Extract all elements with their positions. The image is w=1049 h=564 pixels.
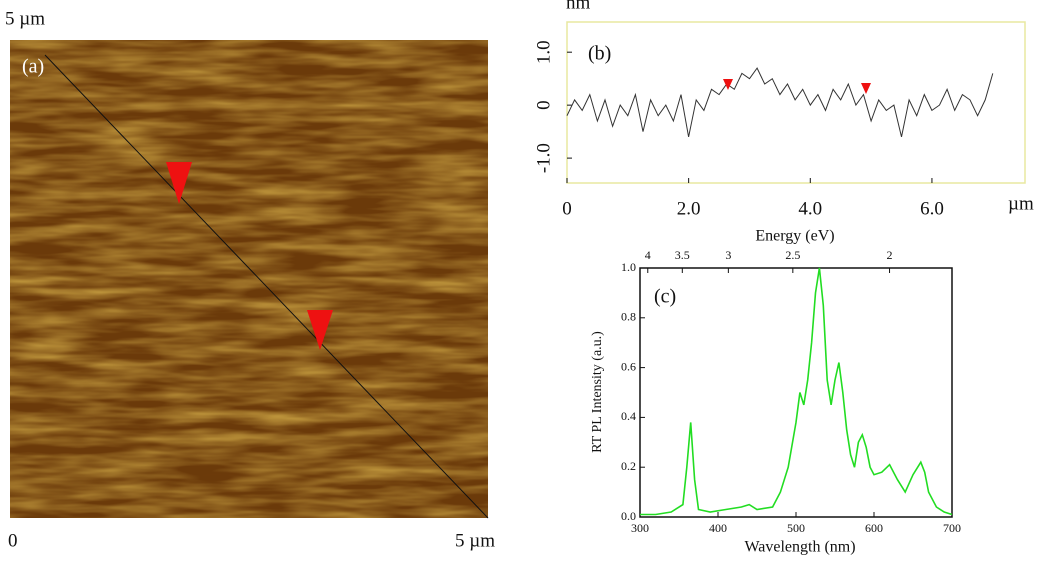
x-tick-label: 500 [787,521,805,535]
x-tick-label: 2.0 [677,198,701,219]
y-tick-label: 0.4 [621,409,636,423]
marker [166,162,192,204]
marker [307,310,333,350]
origin-label: 0 [8,530,18,551]
x2-tick-label: 3 [725,248,731,262]
scale-label: 5 µm [5,8,45,29]
data-line [640,267,953,516]
y-tick-label: 1.0 [533,40,554,64]
panel-b: 0 2.0 4.0 6.0 1.0 0 -1.0 (b) nm µm [533,0,1034,219]
panel-label: (a) [22,56,44,78]
x2-tick-label: 4 [645,248,651,262]
plot-frame [639,267,953,518]
x-tick-label: 6.0 [920,198,944,219]
x-tick-label: 0 [562,198,572,219]
marker [723,79,733,90]
y-tick-label: 0.6 [621,359,636,373]
x2-tick-label: 3.5 [675,248,690,262]
x-tick-label: 300 [631,521,649,535]
afm-texture [10,40,488,518]
x2-axis-label: Energy (eV) [755,228,834,245]
x-tick-label: 600 [865,521,883,535]
x-tick-label: 700 [943,521,961,535]
y-tick-label: 0.0 [621,509,636,523]
y-axis-label: RT PL Intensity (a.u.) [590,331,605,453]
x-axis-label: µm [1008,193,1034,214]
y-tick-label: 1.0 [621,260,636,274]
marker [861,83,871,94]
y-tick-label: 0.8 [621,310,636,324]
x2-tick-label: 2.5 [785,248,800,262]
y-tick-label: -1.0 [533,143,554,173]
panel-label: (c) [654,286,676,308]
panel-c: 300 400 500 600 700 0.0 0.2 0.4 0.6 0.8 1.0 4 3.5 3 2.… [590,228,961,556]
data-line [566,67,994,138]
y-tick-label: 0.2 [621,459,636,473]
y-axis-label: nm [566,0,591,13]
x2-tick-label: 2 [887,248,893,262]
x-tick-label: 4.0 [798,198,822,219]
y-tick-label: 0 [533,100,554,110]
profile-line [44,54,489,519]
x-axis-label: Wavelength (nm) [744,539,855,556]
scale-label: 5 µm [455,530,495,551]
plot-frame [566,21,1026,184]
x-tick-label: 400 [709,521,727,535]
panel-label: (b) [588,43,611,65]
